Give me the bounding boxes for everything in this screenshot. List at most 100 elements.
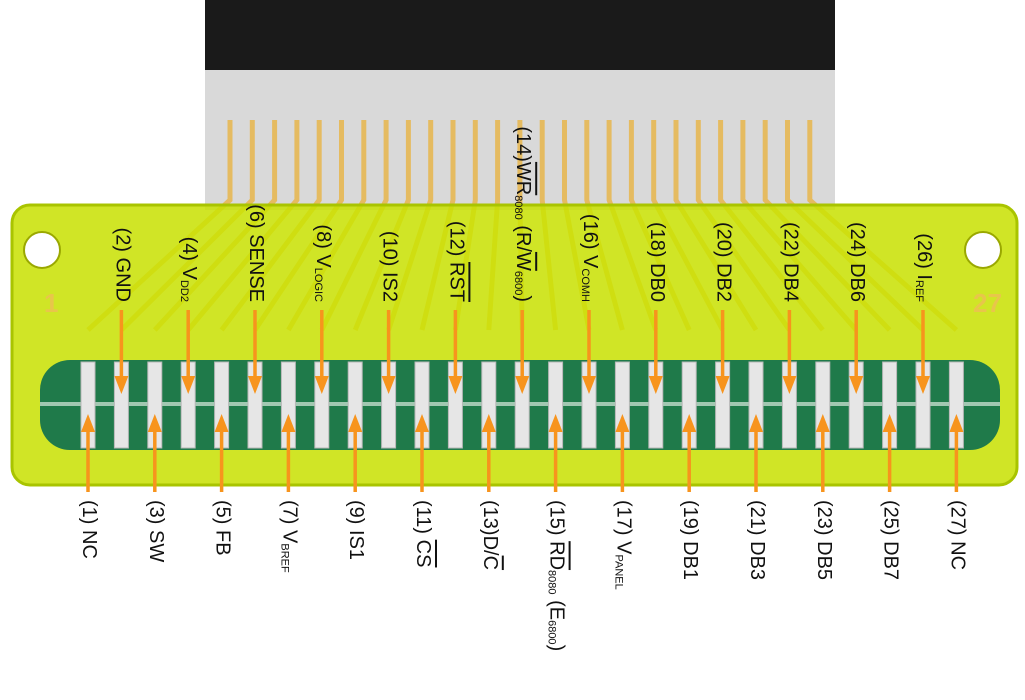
pin-signal-part: DB0 [646,258,668,302]
arrow-head-22 [782,376,797,394]
arrow-head-9 [348,414,363,432]
pin-label-15: (15) RD8080 (E6800) [545,500,567,651]
pin-label-17: (17) VPANEL [612,500,634,590]
pin-signal-part: DB1 [679,536,701,580]
pin-label-5: (5) FB [211,500,233,556]
pin-label-20: (20) DB2 [712,222,734,302]
arrow-head-10 [381,376,396,394]
pin-signal-part: RD [545,541,567,570]
pin-signal-part: GND [111,252,133,302]
pin-signal-part: 6800 [546,620,558,644]
arrow-head-27 [949,414,964,432]
pin-signal-part: 6800 [512,271,524,295]
arrow-head-1 [81,414,95,432]
pin-signal-part: LOGIC [312,268,324,302]
arrow-head-25 [882,414,897,432]
pin-number: (16) [579,214,601,250]
pin-number: (21) [746,500,768,536]
pin-number: (12) [445,221,467,257]
arrow-head-21 [749,414,763,432]
pin-signal-part: D/ [479,536,501,556]
pin-signal-part: I [913,269,935,280]
pin-signal-part: DB4 [779,258,801,302]
arrow-head-3 [147,414,162,432]
arrow-head-2 [114,376,129,394]
pin-signal-part: ) [545,645,567,652]
pin-signal-part: DB6 [846,258,868,302]
pin-number: (8) [312,224,334,248]
board-mark-pin-27: 27 [973,288,1002,318]
pin-signal-part: IS1 [345,524,367,560]
pin-label-22: (22) DB4 [779,222,801,302]
pin-labels: (2) GND(4) VDD2(6) SENSE (8) VLOGIC(10) I… [78,126,968,651]
pin-number: (25) [879,500,901,536]
mount-hole-left [23,231,61,269]
pin-label-18: (18) DB0 [646,222,668,302]
pin-label-13: (13)D/C [479,500,501,570]
pin-signal-part: DB7 [879,536,901,580]
arrow-head-8 [314,376,329,394]
pin-number: (19) [679,500,701,536]
pin-signal-part: FB [211,524,233,555]
arrow-head-19 [682,414,697,432]
pin-number: (23) [813,500,835,536]
pin-label-7: (7) VBREF [278,500,300,573]
pin-number: (4) [178,237,200,261]
pin-signal-part: BREF [278,543,290,573]
pin-label-23: (23) DB5 [813,500,835,580]
arrow-head-26 [916,376,930,394]
pin-signal-part: NC [78,524,100,558]
pin-number: (18) [646,222,668,258]
pin-label-26: (26) IREF [913,233,935,302]
pin-signal-part: V [178,261,200,281]
pin-number: (11) [412,500,434,534]
pin-signal-part: RST [445,262,467,302]
pin-signal-part: V [612,536,634,556]
pin-label-25: (25) DB7 [879,500,901,580]
pin-number: (26) [913,233,935,269]
pin-signal-part: SW [145,524,167,562]
pin-number: (22) [779,222,801,258]
pin-label-8: (8) VLOGIC [312,224,334,302]
pin-signal-part: REF [913,280,925,302]
pin-signal-part: WR [512,162,534,195]
board-pin-marks: 1 27 [44,288,1002,318]
arrow-head-18 [648,376,663,394]
pin-number: (3) [145,500,167,524]
pin-number: (1) [78,500,100,524]
pin-signal-part: IS2 [378,266,400,302]
pin-signal-part: DB5 [813,536,835,580]
pin-signal-part: DB3 [746,536,768,580]
pin-number: (14) [512,126,534,162]
pin-signal-part: NC [946,536,968,570]
board-mark-pin-1: 1 [44,288,58,318]
pin-label-27: (27) NC [946,500,968,570]
pin-label-6: (6) SENSE [245,204,267,302]
pin-number: (5) [211,500,233,524]
pin-label-10: (10) IS2 [378,231,400,302]
pin-signal-part: (R/ [512,220,534,253]
pin-signal-part: 8080 [546,570,558,594]
pin-number: (24) [846,222,868,258]
pin-signal-part: (E [545,595,567,621]
pin-number: (9) [345,500,367,524]
pin-signal-part: PANEL [612,554,624,589]
board-outline [10,203,1019,487]
pin-label-19: (19) DB1 [679,500,701,580]
film-dark-top [205,0,835,70]
pin-signal-part: COMH [579,268,591,302]
pin-signal-part: V [579,249,601,269]
pin-label-3: (3) SW [145,500,167,562]
pin-number: (10) [378,231,400,267]
pin-label-1: (1) NC [78,500,100,559]
pin-signal-part: CS [412,540,434,568]
pin-number: (27) [946,500,968,536]
pin-signal-part: 8080 [512,195,524,219]
pin-number: (15) [545,500,567,536]
arrow-head-6 [248,376,262,394]
arrow-head-4 [181,376,196,394]
pin-number: (7) [278,500,300,524]
arrow-head-7 [281,414,296,432]
pin-signal-part: DD2 [178,280,190,302]
